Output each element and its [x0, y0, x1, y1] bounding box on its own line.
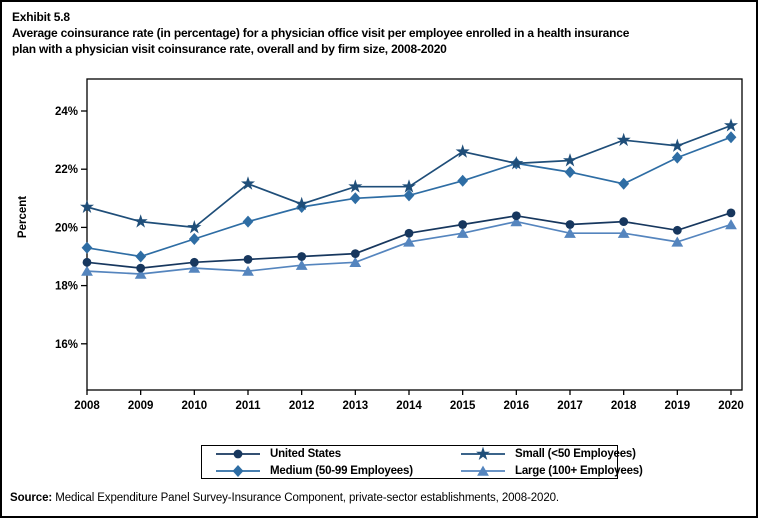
source-text: Medical Expenditure Panel Survey-Insuran…: [52, 492, 560, 504]
legend-item-medium-50-99-employees: Medium (50-99 Employees): [214, 463, 459, 479]
title-block: Exhibit 5.8 Average coinsurance rate (in…: [12, 10, 750, 57]
svg-text:2019: 2019: [665, 400, 691, 412]
chart-title-line-1: Average coinsurance rate (in percentage)…: [12, 25, 630, 40]
legend-item-small-50-employees: Small (<50 Employees): [459, 446, 643, 462]
series-circle: [82, 208, 736, 273]
svg-text:2011: 2011: [236, 400, 262, 412]
svg-text:24%: 24%: [55, 106, 78, 118]
diamond-marker-icon: [216, 464, 260, 477]
svg-text:20%: 20%: [55, 222, 78, 234]
exhibit-label: Exhibit 5.8: [12, 10, 70, 24]
star-marker-icon: [461, 446, 505, 460]
legend-item-large-100-employees: Large (100+ Employees): [459, 463, 643, 479]
legend-label: United States: [270, 447, 341, 460]
svg-text:2020: 2020: [718, 400, 744, 412]
triangle-marker-icon: [461, 465, 505, 476]
svg-text:18%: 18%: [55, 281, 78, 293]
svg-text:2013: 2013: [343, 400, 369, 412]
svg-text:22%: 22%: [55, 164, 78, 176]
legend-item-united-states: United States: [214, 446, 459, 462]
legend-label: Large (100+ Employees): [515, 464, 643, 477]
svg-text:2012: 2012: [289, 400, 315, 412]
chart-title-line-2: plan with a physician visit coinsurance …: [12, 41, 447, 56]
legend-label: Small (<50 Employees): [515, 447, 636, 460]
svg-text:2008: 2008: [74, 400, 100, 412]
legend-label: Medium (50-99 Employees): [270, 464, 413, 477]
circle-marker-icon: [216, 449, 260, 458]
source-label: Source:: [10, 492, 53, 504]
svg-text:16%: 16%: [55, 339, 78, 351]
svg-text:2010: 2010: [182, 400, 208, 412]
coinsurance-line-chart: 16% 18% 20% 22% 24% 2008 2009 2010 2011 2012 2013 2…: [17, 78, 744, 412]
series-triangle: [81, 216, 737, 279]
chart-legend: United States Small (<50 Employees) Medium…: [201, 445, 643, 479]
svg-text:Percent: Percent: [17, 196, 29, 238]
series-star: [80, 118, 738, 234]
svg-text:2015: 2015: [450, 400, 476, 412]
svg-text:2016: 2016: [504, 400, 530, 412]
svg-text:2017: 2017: [557, 400, 583, 412]
svg-text:2018: 2018: [611, 400, 637, 412]
svg-text:2009: 2009: [128, 400, 154, 412]
source-note: Source: Medical Expenditure Panel Survey…: [10, 492, 559, 504]
svg-text:2014: 2014: [396, 400, 422, 412]
